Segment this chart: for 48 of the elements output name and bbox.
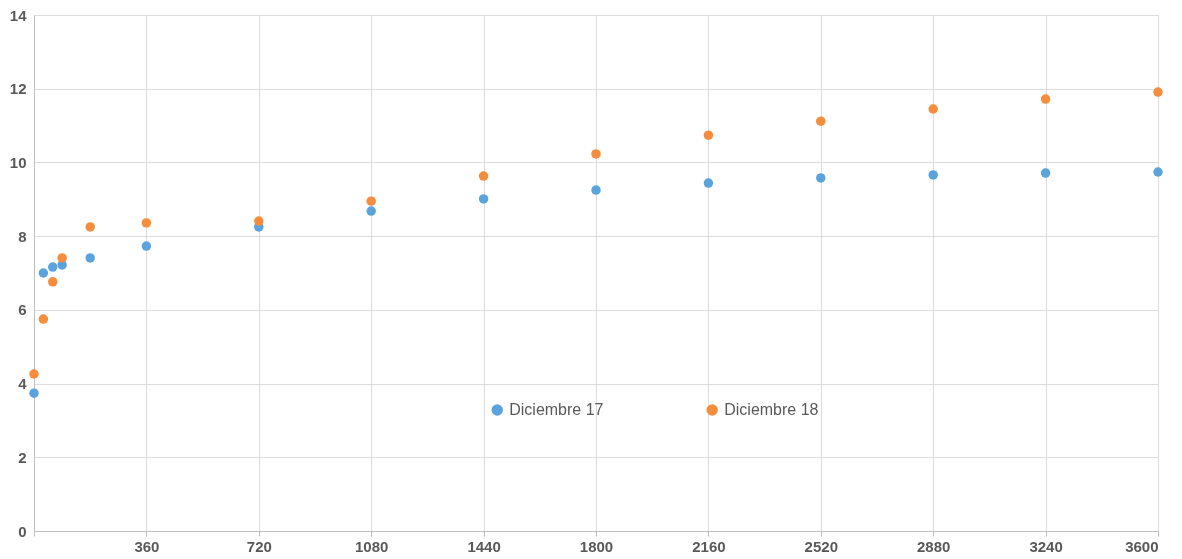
y-tick-label: 12	[9, 80, 27, 98]
point	[1153, 167, 1163, 177]
point	[47, 277, 58, 287]
point	[366, 206, 376, 216]
x-tick-label: 3240	[1029, 537, 1063, 555]
point	[591, 185, 601, 195]
x-tick-label: 1440	[467, 537, 501, 555]
point	[141, 218, 152, 228]
point	[29, 388, 39, 398]
y-tick-label: 0	[18, 522, 27, 540]
point	[29, 369, 39, 379]
x-tick-label: 360	[134, 537, 160, 555]
x-tick-label: 1800	[579, 537, 614, 555]
point	[816, 173, 826, 183]
point	[1040, 168, 1051, 178]
point	[38, 268, 49, 278]
point	[478, 171, 489, 181]
y-tick-label: 8	[18, 227, 27, 245]
x-tick-label: 2880	[917, 537, 951, 555]
legend-label: Diciembre 17	[509, 401, 604, 418]
point	[928, 170, 938, 180]
point	[703, 178, 714, 188]
point	[57, 253, 67, 263]
point	[1153, 87, 1163, 97]
point	[703, 130, 714, 140]
point	[38, 314, 49, 324]
legend-label: Diciembre 18	[724, 401, 819, 418]
y-tick-label: 10	[9, 153, 27, 171]
x-tick-label: 2520	[804, 537, 838, 555]
point	[366, 196, 376, 206]
point	[85, 222, 95, 232]
point	[478, 194, 489, 204]
x-tick-label: 720	[246, 537, 272, 555]
y-tick-label: 2	[18, 448, 27, 466]
y-tick-label: 14	[9, 6, 28, 24]
point	[85, 253, 95, 263]
point	[141, 241, 152, 251]
y-tick-label: 4	[18, 375, 28, 393]
y-tick-label: 6	[18, 301, 27, 319]
point	[591, 149, 601, 159]
point	[254, 216, 264, 226]
point	[1040, 94, 1051, 104]
x-tick-label: 3600	[1125, 537, 1159, 555]
point	[928, 104, 938, 114]
x-tick-label: 2160	[692, 537, 726, 555]
point	[47, 262, 58, 272]
point	[816, 116, 826, 126]
x-tick-label: 1080	[355, 537, 389, 555]
